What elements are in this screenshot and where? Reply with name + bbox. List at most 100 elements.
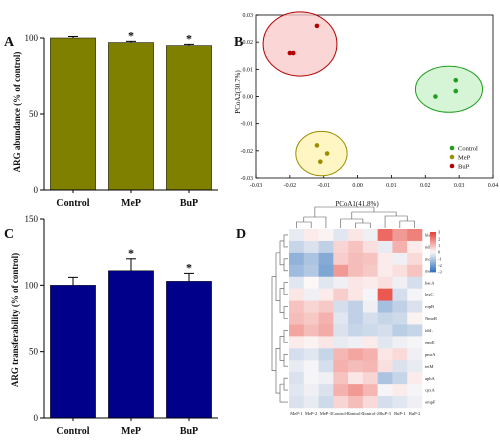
panel-c-significance-marker: * [186,260,192,274]
heatmap-cell [318,288,334,301]
heatmap-cell [407,229,423,242]
panel-b-point-bup [287,50,293,56]
panel-b-x-tick-label: -0.01 [317,183,330,189]
heatmap-cell [333,300,349,313]
colorbar-tick-label: -3 [438,270,442,275]
heatmap-cell [392,396,408,409]
row-dendrogram-branch [283,234,288,248]
panel-b-x-tick-label: 0.00 [352,183,363,189]
heatmap-cell [289,312,305,325]
panel-a-bar-bup [166,45,212,191]
panel-c-y-tick-label: 50 [29,347,39,357]
heatmap-cell [303,348,319,361]
heatmap-cell [333,360,349,373]
panel-b-y-tick-label: 0.03 [243,13,254,19]
colorbar-segment [430,233,436,236]
panel-b-point-bup [314,23,320,29]
panel-label-a: A [4,35,15,50]
heatmap-cell [318,264,334,278]
panel-b-y-tick-label: 0.02 [243,40,254,46]
column-dendrogram-branch [399,220,415,228]
panel-b-x-tick-label: 0.02 [420,183,431,189]
heatmap-cell [407,324,423,337]
heatmap-cell [392,348,408,361]
panel-a-y-tick-label: 0 [34,185,39,195]
heatmap-cell [303,360,319,373]
panel-b-point-mep [314,143,320,148]
colorbar-segment [430,242,436,244]
heatmap-cell [348,300,364,313]
heatmap-cell [318,324,334,337]
heatmap-cell [407,264,423,278]
heatmap-cell [318,229,334,242]
heatmap-column-label: MeP-3 [320,411,333,416]
heatmap-column-label: Control-2 [362,411,380,416]
heatmap-cell [348,360,364,373]
heatmap-column-label: BuP-1 [394,411,406,416]
panel-b-ellipse-control [414,65,484,113]
colorbar-segment [430,255,436,258]
heatmap-cell [362,229,378,242]
panel-b-legend-marker-control [449,145,455,151]
heatmap-cell [348,252,364,266]
panel-b-x-tick-label: -0.02 [284,183,297,189]
heatmap-cell [407,336,423,349]
heatmap-cell [303,264,319,278]
column-dendrogram-branch [384,215,408,228]
panel-b-point-mep [318,159,323,164]
colorbar-segment [430,248,436,251]
heatmap-column-label: MeP-1 [290,411,302,416]
heatmap-cell [377,264,393,278]
heatmap-cell [377,360,393,373]
column-dendrogram-branch [314,206,375,217]
panel-b-y-tick-label: 0.01 [243,67,254,73]
heatmap-cell [362,324,378,337]
colorbar-segment [430,235,436,238]
heatmap-cell [362,264,378,278]
heatmap-cell [392,312,408,325]
heatmap-cell [407,252,423,266]
row-dendrogram-branch [275,252,280,301]
heatmap-cell [303,396,319,409]
heatmap-cell [289,336,305,349]
heatmap-cell [289,360,305,373]
heatmap-cell [289,372,305,385]
heatmap-cell [348,372,364,385]
heatmap-cell [392,300,408,313]
panel-b-ellipse-mep [295,130,348,177]
panel-b-legend-marker-bup [449,163,455,169]
colorbar-segment [430,250,436,253]
heatmap-cell [289,264,305,278]
heatmap-cell [333,372,349,385]
row-dendrogram-branch [283,306,288,319]
heatmap-cell [318,360,334,373]
row-dendrogram-branch [283,377,288,391]
panel-b-pcoa-scatter: PCoA2(30.7%) PCoA1(41.8%) -0.03 -0.02 -0.0… [234,11,498,208]
heatmap-cell [407,276,423,289]
panel-b-legend-marker-mep [449,154,455,160]
row-dendrogram-branch [271,276,276,372]
heatmap-cell [377,252,393,266]
heatmap-cell [303,229,319,242]
heatmap-row-label: emrE [425,340,435,345]
colorbar-segment [430,237,436,239]
heatmap-cell [318,240,334,254]
heatmap-cell [348,264,364,278]
heatmap-column-label: Control-1 [347,411,365,416]
heatmap-cell [289,288,305,301]
heatmap-cell [407,300,423,313]
heatmap-row-label: ropB [425,304,434,309]
heatmap-cell [348,396,364,409]
heatmap-cell [407,312,423,325]
heatmap-row-label: blaA [425,233,434,238]
heatmap-cell [303,372,319,385]
panel-b-legend-label: MeP [458,155,471,162]
heatmap-cell [407,384,423,397]
panel-b-x-tick-label: -0.03 [250,183,263,189]
panel-c-y-tick-label: 0 [34,413,39,423]
colorbar-segment [430,243,436,246]
colorbar-segment [430,252,436,254]
heatmap-cell [377,324,393,337]
heatmap-cell [377,300,393,313]
